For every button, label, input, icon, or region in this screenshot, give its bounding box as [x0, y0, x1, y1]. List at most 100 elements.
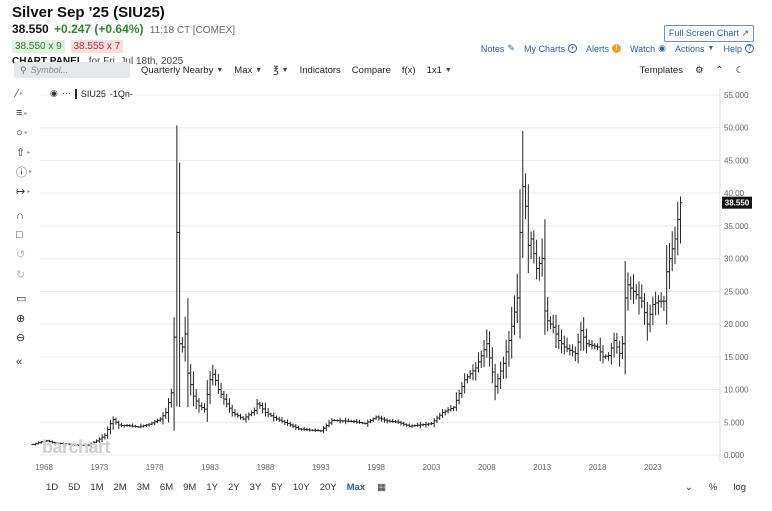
range-select[interactable]: Max ▼ — [234, 65, 262, 76]
price-change: +0.247 (+0.64%) — [54, 22, 144, 36]
price-chart[interactable]: 55.000 50.000 45.000 40.00 35.000 30.000 25.00… — [0, 0, 772, 480]
y-tick-label: 40.00 — [724, 189, 745, 198]
expand-arrow-icon: ▸ — [27, 188, 31, 195]
chart-toolbar: ⚲ Symbol... Quarterly Nearby ▼ Max ▼ ℥ ▼… — [14, 60, 758, 80]
period-button-2y[interactable]: 2Y — [227, 481, 240, 493]
eye-icon[interactable]: ◉ — [50, 88, 58, 98]
plus-circle-icon: + — [567, 44, 577, 53]
external-link-icon: ↗ — [741, 28, 749, 38]
trash-icon: ▭ — [16, 293, 27, 306]
period-button-1y[interactable]: 1Y — [206, 481, 218, 493]
fibonacci-tool[interactable]: ≡ ▸ — [16, 104, 38, 124]
period-bar: 1D 5D 1M 2M 3M 6M 9M 1Y 2Y 3Y 5Y 10Y 20Y Max ▦ ⌄ % lo… — [46, 480, 758, 494]
period-button-max[interactable]: Max — [346, 481, 366, 493]
scale-options: ⌄ % log — [685, 482, 746, 493]
price-line: 38.550 +0.247 (+0.64%) 11:18 CT [COMEX] — [12, 22, 432, 38]
chevron-down-icon: ▼ — [444, 66, 452, 74]
more-dots-icon[interactable]: ⋯ — [61, 88, 71, 98]
percent-scale-toggle[interactable]: % — [708, 481, 718, 493]
period-button-1m[interactable]: 1M — [90, 481, 104, 493]
magnet-tool[interactable]: ∩ — [16, 206, 38, 226]
collapse-sidebar-button[interactable]: « — [16, 353, 38, 373]
redo-button[interactable]: ↻ — [16, 265, 38, 285]
watch-label: Watch — [630, 43, 656, 54]
x-tick-label: 2008 — [478, 463, 496, 472]
x-tick-label: 1978 — [146, 463, 164, 472]
y-tick-label: 5.000 — [724, 418, 745, 427]
period-button-20y[interactable]: 20Y — [319, 481, 337, 493]
full-screen-chart-button[interactable]: Full Screen Chart ↗ — [663, 25, 754, 42]
layout-select[interactable]: 1x1 ▼ — [427, 65, 452, 76]
undo-button[interactable]: ↺ — [16, 245, 38, 265]
alerts-link[interactable]: Alerts ! — [586, 44, 621, 54]
period-buttons: 1D 5D 1M 2M 3M 6M 9M 1Y 2Y 3Y 5Y 10Y 20Y Max — [46, 482, 375, 493]
expand-arrow-icon: ▸ — [19, 91, 23, 98]
last-price-tag-label: 38.550 — [725, 199, 750, 208]
gear-icon[interactable]: ⚙ — [694, 64, 704, 76]
notes-link[interactable]: Notes ✎ — [481, 43, 515, 54]
double-chevron-up-icon[interactable]: ⌃ — [715, 64, 724, 76]
watch-link[interactable]: Watch ◉ — [630, 43, 666, 54]
watermark-logo: barchart — [42, 437, 111, 457]
double-chevron-down-icon[interactable]: ⌄ — [684, 481, 693, 493]
line-tool[interactable]: ∕ ▸ — [16, 84, 38, 104]
zoom-in-button[interactable]: ⊕ — [16, 309, 38, 329]
y-tick-label: 20.000 — [724, 320, 749, 329]
period-button-9m[interactable]: 9M — [183, 481, 197, 493]
period-label: Quarterly Nearby — [141, 64, 214, 76]
annotation-tool[interactable]: ⓘ ▸ — [16, 162, 38, 182]
log-scale-toggle[interactable]: log — [733, 481, 746, 493]
measure-tool[interactable]: ↦ ▸ — [16, 182, 38, 202]
period-button-5d[interactable]: 5D — [68, 481, 81, 493]
double-chevron-left-icon: « — [16, 356, 23, 369]
last-price-tag — [722, 196, 752, 209]
chart-type-select[interactable]: ℥ ▼ — [273, 65, 288, 76]
chart-area[interactable]: 55.000 50.000 45.000 40.00 35.000 30.000 25.00… — [0, 0, 772, 480]
layout-label: 1x1 — [426, 64, 442, 76]
y-tick-label: 0.000 — [724, 451, 745, 460]
period-select[interactable]: Quarterly Nearby ▼ — [141, 65, 223, 76]
period-button-6m[interactable]: 6M — [159, 481, 174, 493]
lock-tool[interactable]: □ — [16, 226, 38, 246]
templates-button[interactable]: Templates — [639, 64, 683, 76]
help-link[interactable]: Help ? — [723, 44, 754, 54]
x-tick-label: 2003 — [423, 463, 441, 472]
magnet-icon: ∩ — [16, 209, 24, 222]
y-tick-label: 45.000 — [724, 156, 749, 165]
actions-menu[interactable]: Actions ▼ — [675, 44, 714, 54]
info-circle-icon: ⓘ — [16, 166, 27, 179]
chart-legend: ◉ ⋯ SIU25 -1Qn- — [50, 88, 133, 99]
period-button-5y[interactable]: 5Y — [271, 481, 283, 493]
symbol-placeholder: Symbol... — [30, 65, 69, 75]
period-button-3y[interactable]: 3Y — [249, 481, 262, 493]
delete-tool[interactable]: ▭ — [16, 289, 38, 309]
chevron-down-icon: ▼ — [216, 66, 224, 74]
period-button-1d[interactable]: 1D — [46, 481, 59, 493]
period-button-10y[interactable]: 10Y — [292, 481, 310, 493]
expand-arrow-icon: ▸ — [29, 169, 33, 176]
y-tick-label: 35.000 — [724, 222, 749, 231]
compare-button[interactable]: Compare — [351, 64, 391, 76]
period-button-2m[interactable]: 2M — [113, 481, 127, 493]
series-swatch — [74, 88, 77, 99]
my-charts-link[interactable]: My Charts + — [524, 44, 577, 54]
function-button[interactable]: f(x) — [401, 64, 416, 76]
symbol-search-input[interactable]: ⚲ Symbol... — [14, 62, 130, 78]
help-icon: ? — [745, 44, 754, 53]
arrow-tool[interactable]: ⇧ ▸ — [16, 143, 38, 163]
my-charts-label: My Charts — [523, 43, 565, 54]
shape-tool[interactable]: ○ ▸ — [16, 123, 38, 143]
legend-interval: -1Qn- — [109, 88, 133, 99]
y-tick-label: 25.000 — [724, 287, 749, 296]
moon-icon[interactable]: ☾ — [735, 64, 744, 76]
notes-label: Notes — [480, 43, 505, 54]
calendar-icon[interactable]: ▦ — [377, 481, 387, 493]
zoom-out-button[interactable]: ⊖ — [16, 328, 38, 348]
y-tick-label: 15.000 — [724, 353, 749, 362]
period-button-3m[interactable]: 3M — [136, 481, 150, 493]
chart-panel-label: CHART PANEL for Fri, Jul 18th, 2025 — [12, 55, 432, 68]
caret-down-icon: ▼ — [707, 45, 715, 52]
legend-symbol: SIU25 — [80, 88, 106, 99]
measure-icon: ↦ — [16, 185, 26, 198]
indicators-button[interactable]: Indicators — [299, 64, 341, 76]
